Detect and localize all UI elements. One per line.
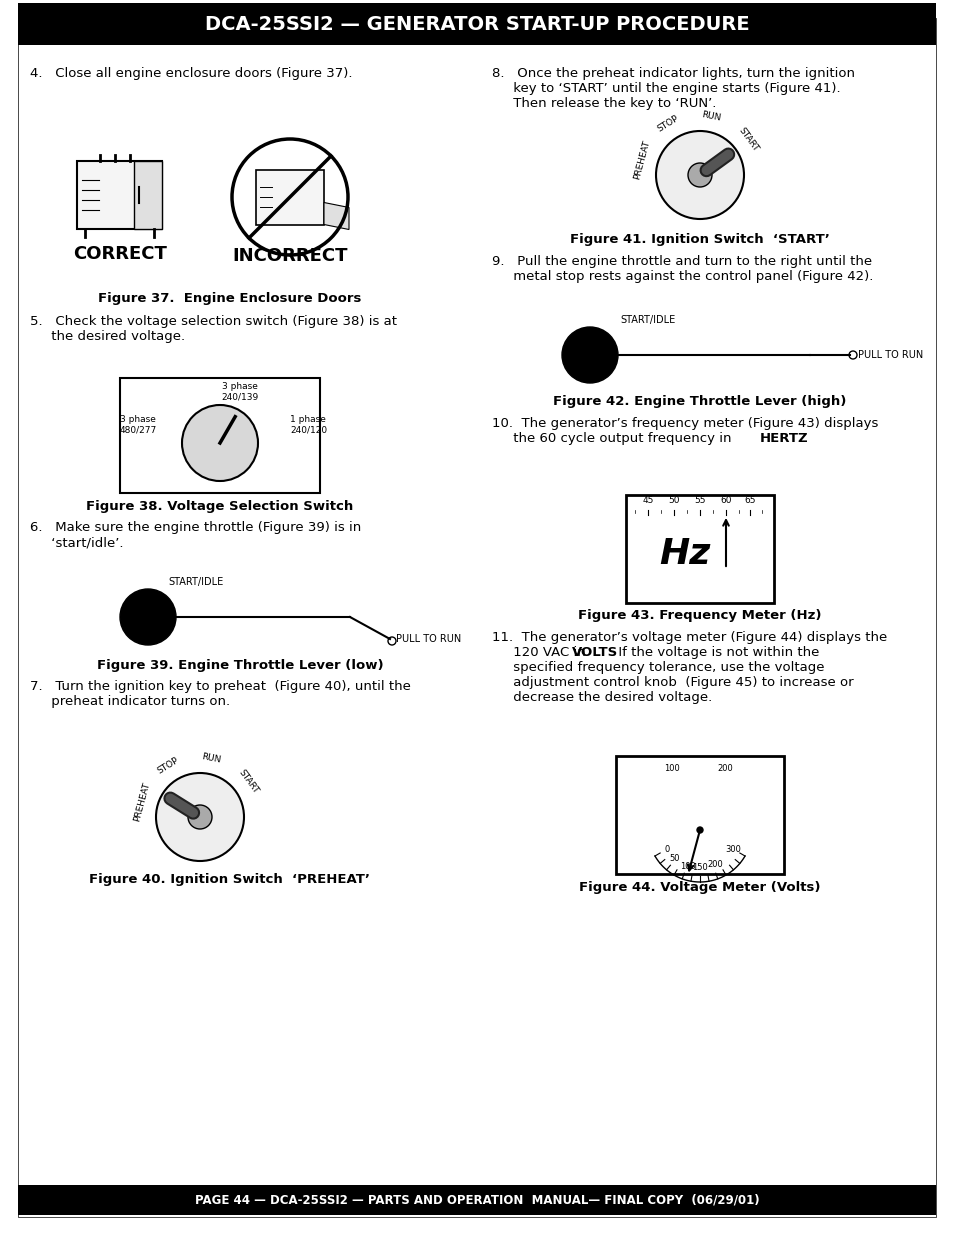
Text: STOP: STOP	[655, 114, 679, 135]
Text: 55: 55	[694, 496, 705, 505]
Text: Figure 37.  Engine Enclosure Doors: Figure 37. Engine Enclosure Doors	[98, 291, 361, 305]
Text: 100: 100	[679, 862, 696, 871]
Text: ‘start/idle’.: ‘start/idle’.	[30, 536, 123, 550]
Circle shape	[188, 805, 212, 829]
Text: metal stop rests against the control panel (Figure 42).: metal stop rests against the control pan…	[492, 270, 872, 283]
Text: 150: 150	[691, 863, 707, 872]
Text: RUN: RUN	[201, 752, 222, 764]
Text: 9.   Pull the engine throttle and turn to the right until the: 9. Pull the engine throttle and turn to …	[492, 254, 871, 268]
Circle shape	[687, 163, 711, 186]
Text: CORRECT: CORRECT	[73, 245, 167, 263]
Text: Figure 42. Engine Throttle Lever (high): Figure 42. Engine Throttle Lever (high)	[553, 395, 846, 408]
Text: 1 phase
240/120: 1 phase 240/120	[290, 415, 327, 435]
Text: PULL TO RUN: PULL TO RUN	[395, 634, 460, 643]
Text: Figure 41. Ignition Switch  ‘START’: Figure 41. Ignition Switch ‘START’	[570, 233, 829, 246]
Text: the 60 cycle output frequency in: the 60 cycle output frequency in	[492, 432, 735, 445]
Text: STOP: STOP	[155, 756, 180, 776]
Text: Then release the key to ‘RUN’.: Then release the key to ‘RUN’.	[492, 98, 716, 110]
Text: DCA-25SSI2 — GENERATOR START-UP PROCEDURE: DCA-25SSI2 — GENERATOR START-UP PROCEDUR…	[205, 15, 748, 33]
Bar	[18, 2, 935, 44]
Circle shape	[156, 773, 244, 861]
Text: . If the voltage is not within the: . If the voltage is not within the	[609, 646, 819, 659]
Text: the desired voltage.: the desired voltage.	[30, 330, 185, 343]
Text: 50: 50	[667, 496, 679, 505]
Circle shape	[656, 131, 743, 219]
Text: 200: 200	[717, 764, 732, 773]
Text: 65: 65	[743, 496, 755, 505]
Text: 8.   Once the preheat indicator lights, turn the ignition: 8. Once the preheat indicator lights, tu…	[492, 67, 854, 80]
Text: adjustment control knob  (Figure 45) to increase or: adjustment control knob (Figure 45) to i…	[492, 676, 853, 689]
Text: 3 phase
480/277: 3 phase 480/277	[120, 415, 157, 435]
Circle shape	[561, 327, 618, 383]
Text: Hz: Hz	[659, 537, 710, 571]
Bar	[255, 169, 324, 225]
Bar	[134, 161, 162, 228]
Text: Figure 43. Frequency Meter (Hz): Figure 43. Frequency Meter (Hz)	[578, 609, 821, 622]
Circle shape	[848, 351, 856, 359]
Circle shape	[120, 589, 175, 645]
Text: START/IDLE: START/IDLE	[168, 577, 223, 587]
Text: START: START	[736, 126, 760, 153]
Text: decrease the desired voltage.: decrease the desired voltage.	[492, 692, 712, 704]
Text: PAGE 44 — DCA-25SSI2 — PARTS AND OPERATION  MANUAL— FINAL COPY  (06/29/01): PAGE 44 — DCA-25SSI2 — PARTS AND OPERATI…	[194, 1193, 759, 1207]
Text: Figure 38. Voltage Selection Switch: Figure 38. Voltage Selection Switch	[87, 500, 354, 513]
Text: 4.   Close all engine enclosure doors (Figure 37).: 4. Close all engine enclosure doors (Fig…	[30, 67, 352, 80]
Text: HERTZ: HERTZ	[760, 432, 808, 445]
Text: 200: 200	[707, 861, 722, 869]
Text: PREHEAT: PREHEAT	[132, 781, 152, 823]
Text: 120 VAC in: 120 VAC in	[492, 646, 589, 659]
Text: key to ‘START’ until the engine starts (Figure 41).: key to ‘START’ until the engine starts (…	[492, 82, 840, 95]
Text: Figure 40. Ignition Switch  ‘PREHEAT’: Figure 40. Ignition Switch ‘PREHEAT’	[90, 873, 370, 885]
Text: 6.   Make sure the engine throttle (Figure 39) is in: 6. Make sure the engine throttle (Figure…	[30, 521, 361, 534]
Text: .: .	[801, 432, 805, 445]
Text: 3 phase
240/139: 3 phase 240/139	[221, 382, 258, 401]
Text: 100: 100	[663, 764, 679, 773]
Text: 45: 45	[641, 496, 653, 505]
Polygon shape	[324, 203, 349, 230]
Circle shape	[697, 827, 702, 832]
Bar	[616, 756, 783, 874]
Bar	[120, 378, 319, 493]
Text: START: START	[236, 768, 260, 795]
Text: 60: 60	[720, 496, 731, 505]
Text: INCORRECT: INCORRECT	[232, 247, 348, 266]
Text: 50: 50	[669, 853, 679, 863]
Text: 300: 300	[724, 845, 740, 853]
Text: Figure 44. Voltage Meter (Volts): Figure 44. Voltage Meter (Volts)	[578, 881, 820, 894]
Text: Figure 39. Engine Throttle Lever (low): Figure 39. Engine Throttle Lever (low)	[96, 659, 383, 672]
Text: preheat indicator turns on.: preheat indicator turns on.	[30, 695, 230, 708]
Text: 5.   Check the voltage selection switch (Figure 38) is at: 5. Check the voltage selection switch (F…	[30, 315, 396, 329]
Circle shape	[182, 405, 257, 480]
Text: PULL TO RUN: PULL TO RUN	[857, 350, 923, 359]
Text: RUN: RUN	[700, 110, 721, 122]
Text: PREHEAT: PREHEAT	[632, 138, 651, 180]
Text: specified frequency tolerance, use the voltage: specified frequency tolerance, use the v…	[492, 661, 823, 674]
Text: VOLTS: VOLTS	[572, 646, 618, 659]
Circle shape	[388, 637, 395, 645]
Text: 10.  The generator’s frequency meter (Figure 43) displays: 10. The generator’s frequency meter (Fig…	[492, 417, 878, 430]
Text: 11.  The generator’s voltage meter (Figure 44) displays the: 11. The generator’s voltage meter (Figur…	[492, 631, 886, 643]
Text: 0: 0	[664, 845, 669, 853]
Text: 7.   Turn the ignition key to preheat  (Figure 40), until the: 7. Turn the ignition key to preheat (Fig…	[30, 680, 411, 693]
Bar	[625, 495, 773, 603]
Bar	[77, 161, 162, 228]
Text: START/IDLE: START/IDLE	[619, 315, 675, 325]
Bar	[18, 1186, 935, 1215]
